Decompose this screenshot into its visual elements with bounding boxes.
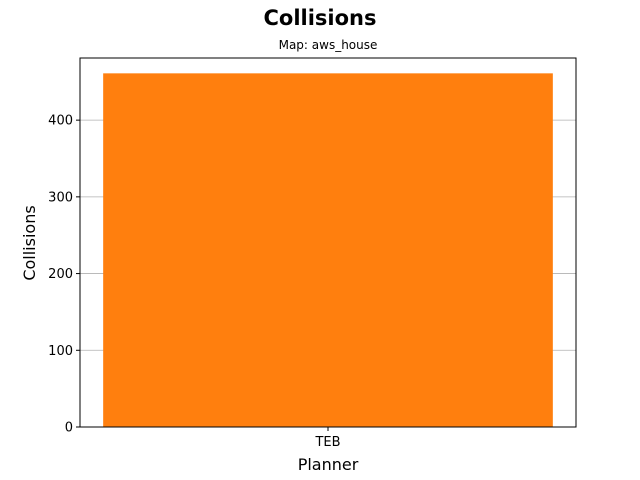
x-tick-label: TEB (314, 435, 340, 450)
bar-teb (103, 73, 553, 428)
y-tick-label: 100 (48, 344, 73, 359)
x-axis-label: Planner (298, 455, 359, 474)
y-tick-label: 0 (65, 421, 73, 436)
y-tick-label: 400 (48, 114, 73, 129)
y-axis-ticks: 0 100 200 300 400 (48, 114, 80, 436)
plot-area: 0 100 200 300 400 TEB (48, 57, 577, 450)
x-axis-ticks: TEB (314, 427, 341, 450)
y-tick-label: 300 (48, 190, 73, 205)
y-axis-label: Collisions (20, 205, 39, 280)
chart-subtitle: Map: aws_house (279, 38, 378, 52)
chart-title: Collisions (263, 6, 376, 30)
bars (103, 73, 553, 428)
y-tick-label: 200 (48, 267, 73, 282)
